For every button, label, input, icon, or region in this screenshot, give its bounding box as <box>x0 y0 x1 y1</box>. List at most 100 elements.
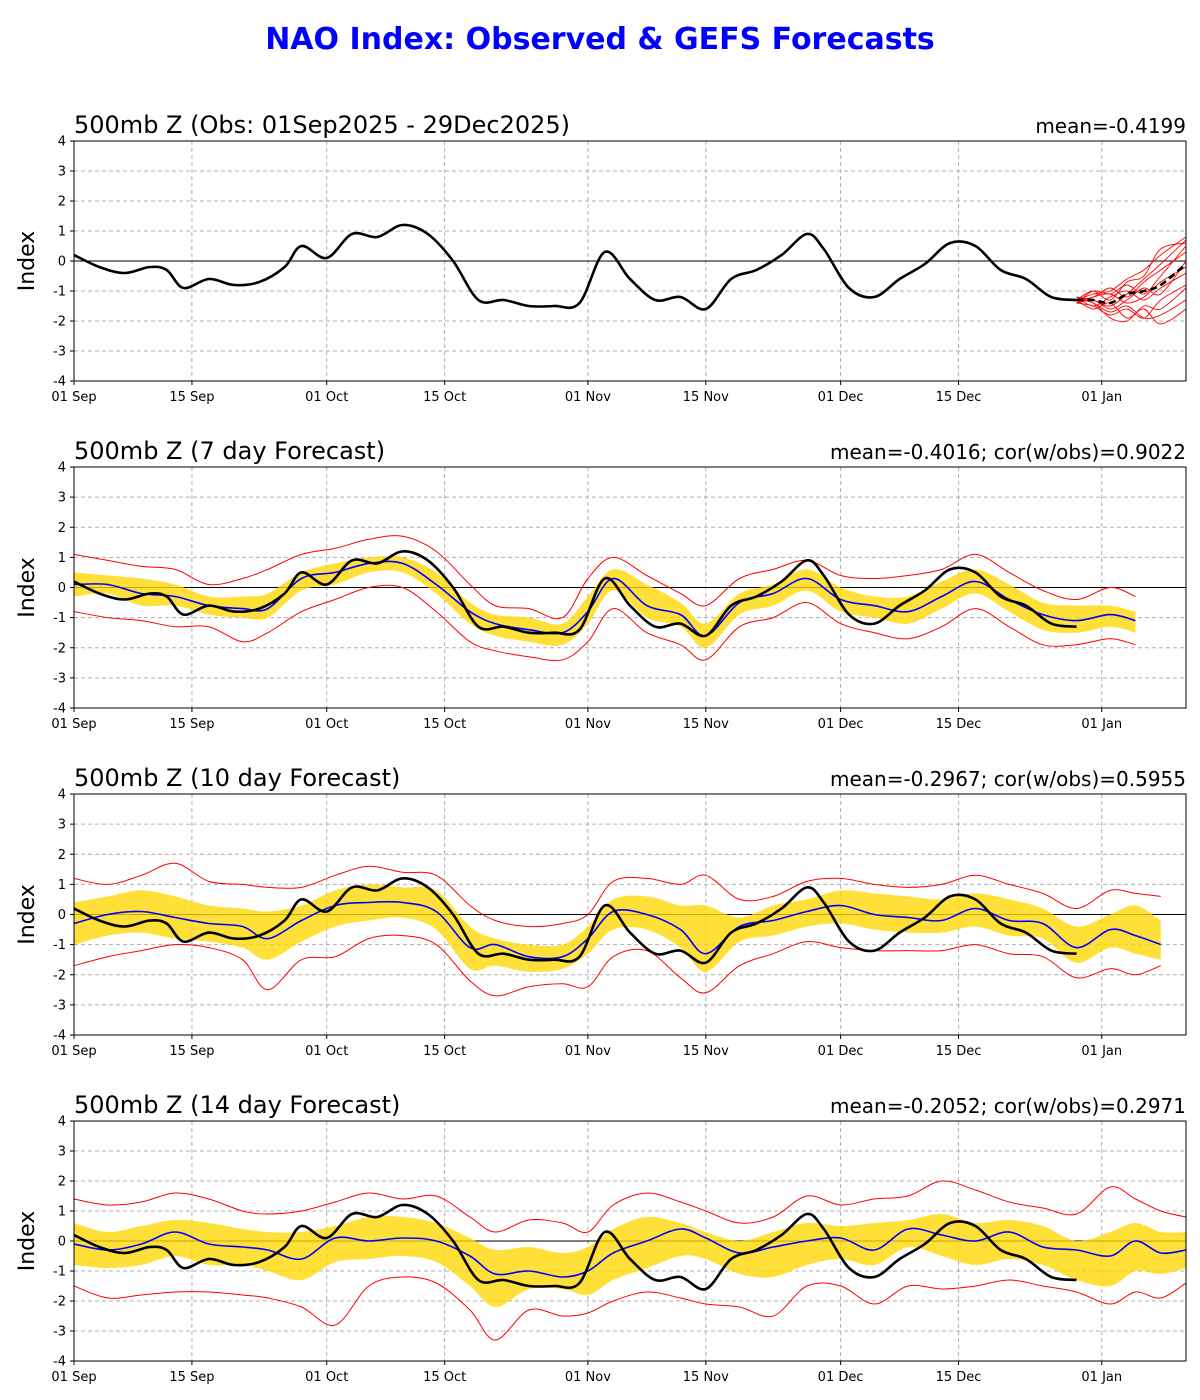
x-tick-label: 15 Sep <box>169 1044 214 1059</box>
y-tick-label: -4 <box>53 1029 66 1044</box>
y-tick-label: -2 <box>53 315 66 330</box>
x-tick-label: 15 Sep <box>169 390 214 405</box>
x-tick-label: 01 Jan <box>1081 1044 1122 1059</box>
x-tick-label: 01 Dec <box>818 1044 864 1059</box>
x-tick-label: 01 Sep <box>51 390 96 405</box>
forecast-member-line <box>1076 260 1186 310</box>
plot-area <box>74 862 1161 997</box>
y-tick-label: 1 <box>58 551 66 566</box>
y-tick-label: -4 <box>53 375 66 390</box>
x-tick-label: 01 Dec <box>818 1370 864 1385</box>
y-tick-label: 2 <box>58 848 66 863</box>
chart-panel-7day: -4 -3 -2 -1 0 1 2 3 4 01 Sep 15 Sep 01 Oct 15 Oct 01 … <box>15 437 1187 732</box>
observed-line <box>74 223 1077 311</box>
y-tick-label: 2 <box>58 195 66 210</box>
forecast-member-line <box>1076 287 1186 323</box>
chart-panel-observed: -4 -3 -2 -1 0 1 2 3 4 01 Sep 15 Sep 01 Oct 15 Oct 01 … <box>15 111 1187 405</box>
ensemble-min-line <box>74 934 1161 997</box>
observed-line <box>74 877 1077 965</box>
y-tick-label: -1 <box>53 611 66 626</box>
y-tick-label: -4 <box>53 702 66 717</box>
y-tick-label: 1 <box>58 878 66 893</box>
ensemble-max-line <box>74 862 1161 928</box>
y-tick-label: -1 <box>53 285 66 300</box>
x-tick-label: 15 Nov <box>683 1044 729 1059</box>
x-tick-label: 01 Dec <box>818 717 864 732</box>
panel-stats: mean=-0.4016; cor(w/obs)=0.9022 <box>830 440 1186 464</box>
x-tick-label: 15 Oct <box>423 717 466 732</box>
y-tick-label: 2 <box>58 1175 66 1190</box>
y-axis-label: Index <box>15 1211 40 1272</box>
x-tick-label: 01 Sep <box>51 717 96 732</box>
y-tick-label: 3 <box>58 818 66 833</box>
x-tick-label: 01 Dec <box>818 390 864 405</box>
y-tick-label: -2 <box>53 641 66 656</box>
y-tick-label: 0 <box>58 581 66 596</box>
y-axis-label: Index <box>15 557 40 618</box>
x-tick-label: 15 Sep <box>169 1370 214 1385</box>
plot-area <box>74 535 1136 662</box>
panel-title: 500mb Z (7 day Forecast) <box>74 437 385 465</box>
ensemble-mean-line <box>74 1227 1186 1278</box>
panel-title: 500mb Z (10 day Forecast) <box>74 764 400 792</box>
y-tick-label: -1 <box>53 1265 66 1280</box>
y-tick-label: -4 <box>53 1355 66 1370</box>
x-tick-label: 01 Nov <box>565 717 611 732</box>
y-tick-label: -1 <box>53 938 66 953</box>
y-tick-label: -3 <box>53 1325 66 1340</box>
x-tick-label: 01 Sep <box>51 1044 96 1059</box>
y-tick-label: 0 <box>58 1235 66 1250</box>
x-tick-label: 01 Oct <box>305 1370 348 1385</box>
panel-title: 500mb Z (14 day Forecast) <box>74 1091 400 1119</box>
page-title: NAO Index: Observed & GEFS Forecasts <box>265 22 935 57</box>
observed-line <box>74 1203 1077 1291</box>
x-tick-label: 15 Sep <box>169 717 214 732</box>
forecast-member-line <box>1076 236 1186 301</box>
x-tick-label: 15 Nov <box>683 717 729 732</box>
forecast-member-line <box>1076 299 1186 325</box>
x-tick-label: 01 Sep <box>51 1370 96 1385</box>
forecast-member-line <box>1076 266 1186 304</box>
y-tick-label: 1 <box>58 225 66 240</box>
panel-stats: mean=-0.2052; cor(w/obs)=0.2971 <box>830 1094 1186 1118</box>
plot-area <box>74 1180 1186 1341</box>
y-tick-label: 0 <box>58 908 66 923</box>
forecast-member-line <box>1076 242 1186 301</box>
y-tick-label: 0 <box>58 255 66 270</box>
x-tick-label: 01 Nov <box>565 1044 611 1059</box>
x-tick-label: 15 Nov <box>683 1370 729 1385</box>
x-tick-label: 15 Dec <box>936 390 982 405</box>
plot-area <box>74 223 1186 325</box>
y-tick-label: 4 <box>58 788 66 803</box>
x-tick-label: 15 Nov <box>683 390 729 405</box>
panel-stats: mean=-0.4199 <box>1035 114 1186 138</box>
y-tick-label: 4 <box>58 135 66 150</box>
y-tick-label: -2 <box>53 1295 66 1310</box>
panel-stats: mean=-0.2967; cor(w/obs)=0.5955 <box>830 767 1186 791</box>
ensemble-mean-line <box>74 900 1161 960</box>
y-tick-label: -3 <box>53 345 66 360</box>
forecast-member-line <box>1076 272 1186 307</box>
x-tick-label: 01 Jan <box>1081 1370 1122 1385</box>
x-tick-label: 15 Dec <box>936 717 982 732</box>
y-tick-label: 4 <box>58 1115 66 1130</box>
spread-band <box>74 556 1136 648</box>
panel-title: 500mb Z (Obs: 01Sep2025 - 29Dec2025) <box>74 111 570 139</box>
forecast-mean-line <box>1076 263 1186 305</box>
chart-panel-14day: -4 -3 -2 -1 0 1 2 3 4 01 Sep 15 Sep 01 Oct 15 Oct 01 … <box>15 1091 1187 1385</box>
ensemble-max-line <box>74 1180 1186 1234</box>
y-tick-label: -3 <box>53 671 66 686</box>
y-tick-label: 2 <box>58 521 66 536</box>
y-tick-label: 1 <box>58 1205 66 1220</box>
y-tick-label: -3 <box>53 998 66 1013</box>
ensemble-min-line <box>74 1276 1186 1341</box>
y-tick-label: 4 <box>58 461 66 476</box>
x-tick-label: 01 Oct <box>305 1044 348 1059</box>
ensemble-max-line <box>74 535 1136 620</box>
x-tick-label: 15 Dec <box>936 1044 982 1059</box>
spread-band <box>74 884 1161 972</box>
x-tick-label: 01 Nov <box>565 1370 611 1385</box>
y-tick-label: 3 <box>58 1145 66 1160</box>
y-tick-label: 3 <box>58 491 66 506</box>
